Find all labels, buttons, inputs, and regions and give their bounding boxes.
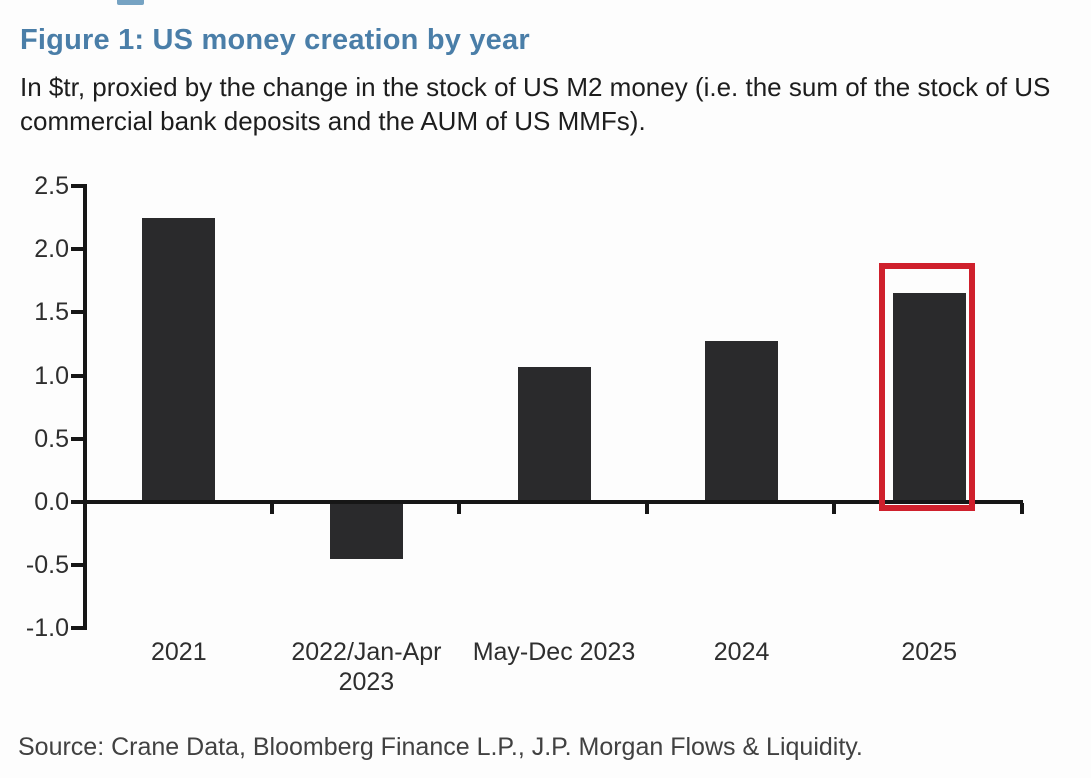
bar xyxy=(142,217,216,502)
y-tick-label: 2.5 xyxy=(34,172,69,200)
source-note: Source: Crane Data, Bloomberg Finance L.… xyxy=(18,733,863,761)
y-tick-label: 0.0 xyxy=(34,488,69,516)
x-tick xyxy=(457,503,462,514)
y-tick-label: 1.5 xyxy=(34,298,69,327)
y-axis-line xyxy=(83,184,87,631)
y-tick-label: 2.0 xyxy=(34,235,69,264)
y-tick xyxy=(71,247,83,252)
bar xyxy=(705,341,779,502)
x-category-label-line: 2024 xyxy=(713,638,770,666)
x-category-label-line: May-Dec 2023 xyxy=(472,638,636,666)
y-tick xyxy=(71,626,83,631)
y-tick xyxy=(71,436,83,441)
x-tick xyxy=(832,503,837,514)
x-category-label: 2024 xyxy=(650,637,834,667)
x-category-label: 2022/Jan-Apr 2023 xyxy=(275,637,459,697)
figure-title: Figure 1: US money creation by year xyxy=(20,24,530,56)
x-category-label-line: 2023 xyxy=(338,668,395,696)
highlight-box xyxy=(878,263,975,511)
x-category-label-line: 2025 xyxy=(901,638,957,666)
figure-subtitle: In $tr, proxied by the change in the sto… xyxy=(20,72,1051,136)
x-category-label: 2021 xyxy=(87,637,271,667)
bar xyxy=(329,502,403,559)
y-tick xyxy=(71,310,83,315)
x-category-label: 2025 xyxy=(837,637,1021,667)
y-tick xyxy=(71,373,83,378)
x-tick xyxy=(644,503,649,514)
bar xyxy=(517,366,591,502)
x-category-label-line: 2021 xyxy=(150,638,207,666)
y-tick xyxy=(71,500,83,504)
y-tick-label: 1.0 xyxy=(34,361,69,390)
cropped-text-fragment xyxy=(117,0,144,5)
y-tick-label: 0.5 xyxy=(34,424,69,453)
x-tick xyxy=(1020,503,1024,514)
x-category-label-line: 2022/Jan-Apr xyxy=(291,638,442,666)
x-axis-line xyxy=(83,500,1023,504)
x-category-label: May-Dec 2023 xyxy=(462,637,646,667)
y-tick-label: -0.5 xyxy=(25,551,69,580)
x-tick xyxy=(269,503,274,514)
y-tick xyxy=(71,184,83,188)
bar xyxy=(892,293,966,502)
y-tick-label: -1.0 xyxy=(25,614,69,643)
y-tick xyxy=(71,563,83,568)
